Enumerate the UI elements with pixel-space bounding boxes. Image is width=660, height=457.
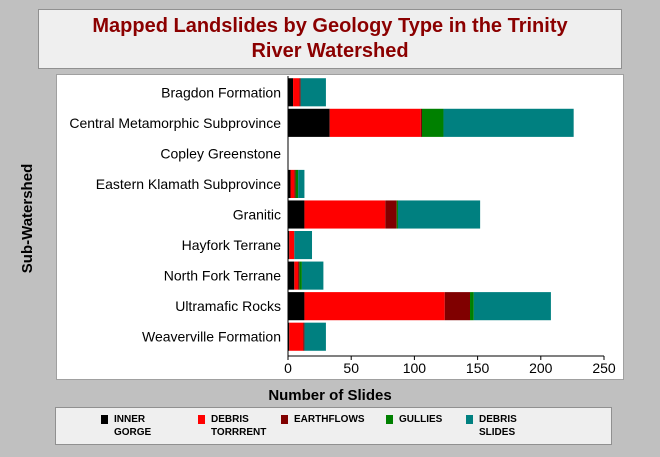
bar-eastern-klamath-subprovince-gullies [295, 169, 299, 198]
bar-eastern-klamath-subprovince-earthflows [294, 169, 296, 198]
bar-north-fork-terrane-earthflows [298, 261, 300, 290]
chart-title-box: Mapped Landslides by Geology Type in the… [38, 9, 622, 69]
bar-ultramafic-rocks-debris-slides [473, 292, 551, 321]
bar-weaverville-formation-debris-torrrent [289, 322, 304, 351]
bar-central-metamorphic-subprovince-inner-gorge [288, 108, 330, 137]
legend: INNER GORGE DEBRIS TORRRENT EARTHFLOWS G… [55, 407, 612, 445]
legend-label-gullies: GULLIES [399, 414, 443, 425]
legend-label-debris-slides: DEBRIS SLIDES [479, 414, 517, 438]
bar-granitic-gullies [396, 200, 398, 229]
bar-central-metamorphic-subprovince-gullies [421, 108, 444, 137]
bar-weaverville-formation-earthflows [303, 322, 305, 351]
bar-hayfork-terrane-inner-gorge [288, 231, 290, 260]
bar-granitic-inner-gorge [288, 200, 305, 229]
bar-ultramafic-rocks-earthflows [444, 292, 471, 321]
x-tick-label-150: 150 [466, 360, 490, 376]
bar-bragdon-formation-inner-gorge [288, 78, 294, 107]
legend-swatch-gullies [386, 415, 393, 424]
bar-bragdon-formation-debris-slides [300, 78, 326, 107]
bar-central-metamorphic-subprovince-debris-slides [443, 108, 574, 137]
bar-ultramafic-rocks-debris-torrrent [304, 292, 445, 321]
bar-weaverville-formation-debris-slides [304, 322, 326, 351]
bar-eastern-klamath-subprovince-debris-slides [298, 169, 305, 198]
bar-granitic-debris-slides [397, 200, 481, 229]
chart-title-line-2: River Watershed [251, 40, 409, 62]
bar-eastern-klamath-subprovince-debris-torrrent [290, 169, 295, 198]
bar-bragdon-formation-earthflows [299, 78, 301, 107]
y-axis-label-wrap: Sub-Watershed [8, 108, 48, 328]
y-tick-label-bragdon-formation: Bragdon Formation [161, 84, 281, 100]
bar-ultramafic-rocks-inner-gorge [288, 292, 305, 321]
bar-ultramafic-rocks-gullies [470, 292, 474, 321]
x-tick-label-250: 250 [592, 360, 616, 376]
legend-item-inner-gorge: INNER GORGE [101, 413, 172, 439]
y-tick-label-copley-greenstone: Copley Greenstone [160, 145, 281, 161]
y-tick-label-ultramafic-rocks: Ultramafic Rocks [175, 298, 281, 314]
bar-bragdon-formation-debris-torrrent [293, 78, 300, 107]
bar-central-metamorphic-subprovince-earthflows [420, 108, 422, 137]
y-tick-label-weaverville-formation: Weaverville Formation [142, 329, 281, 345]
y-tick-label-north-fork-terrane: North Fork Terrane [164, 268, 281, 284]
bar-north-fork-terrane-debris-slides [301, 261, 324, 290]
y-tick-label-granitic: Granitic [233, 207, 281, 223]
bar-north-fork-terrane-inner-gorge [288, 261, 295, 290]
bar-north-fork-terrane-debris-torrrent [294, 261, 299, 290]
legend-label-debris-torrent: DEBRIS TORRRENT [211, 414, 267, 438]
x-tick-label-0: 0 [284, 360, 292, 376]
x-axis-label: Number of Slides [268, 387, 392, 404]
bar-hayfork-terrane-debris-torrrent [289, 231, 295, 260]
legend-item-debris-torrent: DEBRIS TORRRENT [198, 413, 269, 439]
legend-swatch-inner-gorge [101, 415, 108, 424]
bar-eastern-klamath-subprovince-inner-gorge [288, 169, 291, 198]
legend-item-debris-slides: DEBRIS SLIDES [466, 413, 537, 439]
y-tick-label-hayfork-terrane: Hayfork Terrane [182, 237, 282, 253]
legend-swatch-earthflows [281, 415, 288, 424]
x-tick-label-100: 100 [403, 360, 427, 376]
bar-central-metamorphic-subprovince-debris-torrrent [329, 108, 421, 137]
legend-item-gullies: GULLIES [386, 413, 442, 426]
bar-weaverville-formation-inner-gorge [288, 322, 290, 351]
x-tick-label-200: 200 [529, 360, 553, 376]
bar-granitic-debris-torrrent [304, 200, 386, 229]
legend-label-inner-gorge: INNER GORGE [114, 414, 152, 438]
legend-swatch-debris-slides [466, 415, 473, 424]
bar-granitic-earthflows [385, 200, 397, 229]
bar-hayfork-terrane-debris-slides [294, 231, 313, 260]
bar-north-fork-terrane-gullies [299, 261, 302, 290]
x-tick-label-50: 50 [343, 360, 359, 376]
chart-title-line-1: Mapped Landslides by Geology Type in the… [92, 15, 568, 37]
y-axis-label: Sub-Watershed [19, 163, 37, 273]
legend-label-earthflows: EARTHFLOWS [294, 414, 365, 425]
y-tick-label-central-metamorphic-subprovince: Central Metamorphic Subprovince [69, 115, 281, 131]
legend-item-earthflows: EARTHFLOWS [281, 413, 365, 426]
legend-swatch-debris-torrent [198, 415, 205, 424]
y-tick-label-eastern-klamath-subprovince: Eastern Klamath Subprovince [96, 176, 281, 192]
